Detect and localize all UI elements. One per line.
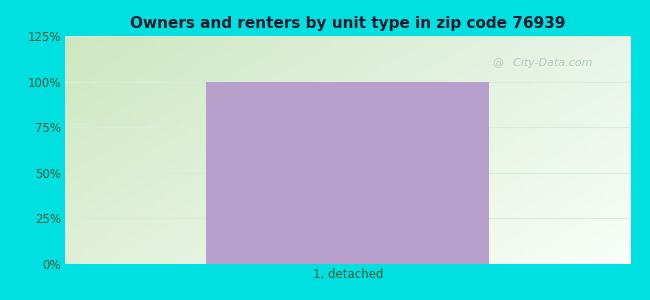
Text: @: @ <box>492 58 503 68</box>
Title: Owners and renters by unit type in zip code 76939: Owners and renters by unit type in zip c… <box>130 16 566 31</box>
Text: City-Data.com: City-Data.com <box>506 58 593 68</box>
Bar <box>207 82 489 264</box>
